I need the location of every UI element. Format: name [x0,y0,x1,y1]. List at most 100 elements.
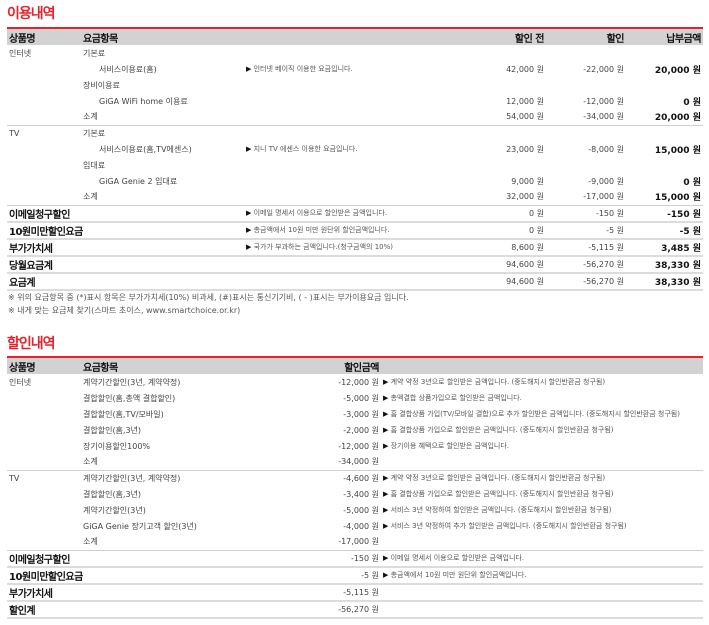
item-name: 장기이용할인100% [83,441,151,451]
item-name: 결합할인(홈,TV/모바일) [83,409,164,419]
pay-amount: 3,485 원 [626,238,703,257]
pay-amount [626,157,703,173]
discount-amount: -4,000 원 [343,521,379,531]
product-name [7,454,81,471]
pay-amount: 38,330 원 [626,272,703,291]
item-name: 계약기간할인(3년) [83,505,146,515]
discount-amount: -34,000 원 [253,454,381,471]
table-row: 요금계 94,600 원 -56,270 원 38,330 원 [7,272,703,291]
item-name: GiGA WiFi home 이용료 [99,96,188,106]
table-row: 당월요금계 94,600 원 -56,270 원 38,330 원 [7,255,703,274]
pre-discount-amount [466,157,546,173]
product-name [7,173,81,189]
product-name: 인터넷 [9,377,32,387]
pay-amount [626,45,703,61]
table-row: 인터넷 계약기간할인(3년, 계약약정) -12,000 원계약 약정 3년으로 할… [7,374,703,390]
item-name: 계약기간할인(3년, 계약약정) [83,473,181,483]
table-row: 결합할인(홈,3년) -3,400 원홈 결합상품 가입으로 할인받은 금액입니다… [7,486,703,502]
item-name: 계약기간할인(3년, 계약약정) [83,377,181,387]
product-name [7,534,81,551]
pay-amount [626,77,703,93]
discount-amount: -12,000 원 [338,377,379,387]
discount-amount: -56,270 원 [253,600,381,619]
discount-amount: -5 원 [546,221,626,240]
discount-amount: -12,000 원 [338,441,379,451]
item-description [244,173,466,189]
table-row: TV 기본료 [7,125,703,141]
total-description: 이메일 명세서 이용으로 할인받은 금액입니다. [244,205,466,223]
item-name: 임대료 [83,160,106,170]
header-product: 상품명 [7,357,81,374]
discount-amount: -34,000 원 [546,109,626,126]
header-item: 요금항목 [81,28,466,45]
total-description [381,583,703,602]
header-item: 요금항목 [81,357,253,374]
item-description [244,45,466,61]
discount-amount: -9,000 원 [588,176,624,186]
discount-amount: -5,115 원 [546,238,626,257]
product-name [7,422,81,438]
item-name: GiGA Genie 장기고객 할인(3년) [83,521,197,531]
discount-amount: -2,000 원 [343,425,379,435]
item-name: 소계 [81,109,244,126]
table-row: GiGA Genie 2 임대료 9,000 원 -9,000 원 0 원 [7,173,703,189]
pre-discount-amount: 42,000 원 [506,64,544,74]
pay-amount [626,125,703,141]
item-description: 서비스 3년 약정하여 추가 할인받은 금액입니다. (중도해지시 할인반환금 … [381,518,703,534]
item-name: 결합할인(홈,3년) [83,425,142,435]
pre-discount-amount: 23,000 원 [506,144,544,154]
product-name [7,141,81,157]
product-name [7,109,81,126]
pre-discount-amount: 0 원 [466,221,546,240]
table-row: 소계 -34,000 원 [7,454,703,471]
item-description: 홈 결합상품 가입으로 할인받은 금액입니다. (중도해지시 할인반환금 청구됨… [381,486,703,502]
discount-amount: -56,270 원 [546,272,626,291]
item-name: 소계 [81,454,253,471]
discount-amount [546,77,626,93]
total-description: 총금액에서 10원 미만 원단위 할인금액입니다. [244,221,466,240]
pay-amount: -5 원 [626,221,703,240]
pre-discount-amount: 54,000 원 [466,109,546,126]
pay-amount: 0 원 [683,97,701,108]
item-name: 기본료 [83,128,106,138]
item-name: 결합할인(홈,총액 결합할인) [83,393,176,403]
item-name: GiGA Genie 2 임대료 [99,176,178,186]
item-description [244,125,466,141]
discount-amount: -150 원 [546,205,626,223]
header-product: 상품명 [7,28,81,45]
pre-discount-amount: 9,000 원 [511,176,544,186]
pay-amount: 15,000 원 [626,189,703,206]
pay-amount: 20,000 원 [626,109,703,126]
total-label: 부가가치세 [7,238,244,257]
footnote-2: ※ 내게 맞는 요금제 찾기(스마트 초이스, www.smartchoice.… [8,306,241,315]
item-description [244,93,466,109]
item-description [244,77,466,93]
pay-amount: 0 원 [683,177,701,188]
pre-discount-amount: 12,000 원 [506,96,544,106]
discount-header-row: 상품명 요금항목 할인금액 [7,357,703,374]
product-name [7,438,81,454]
discount-amount: -56,270 원 [546,255,626,274]
header-discount: 할인 [546,28,626,45]
product-name: TV [9,128,20,138]
item-description: 계약 약정 3년으로 할인받은 금액입니다. (중도해지시 할인반환금 청구됨) [381,374,703,390]
pre-discount-amount: 32,000 원 [466,189,546,206]
item-name: 소계 [81,189,244,206]
header-amount: 할인금액 [253,357,381,374]
table-row: 이메일청구할인이메일 명세서 이용으로 할인받은 금액입니다.0 원-150 원… [7,205,703,223]
pay-amount: -150 원 [626,205,703,223]
header-pay: 납부금액 [626,28,703,45]
total-description [381,600,703,619]
table-row: TV 계약기간할인(3년, 계약약정) -4,600 원계약 약정 3년으로 할인받… [7,470,703,486]
pre-discount-amount: 0 원 [466,205,546,223]
item-description [381,454,703,471]
table-row: 인터넷 기본료 [7,45,703,61]
product-name: TV [9,473,20,483]
item-description [244,189,466,206]
item-description: 지니 TV 에센스 이용한 요금입니다. [244,141,466,157]
usage-table: 상품명 요금항목 할인 전 할인 납부금액 인터넷기본료서비스이용료(홈)인터넷… [7,27,703,291]
discount-amount [546,157,626,173]
usage-section-title: 이용내역 [7,6,56,22]
item-name: 장비이용료 [83,80,120,90]
